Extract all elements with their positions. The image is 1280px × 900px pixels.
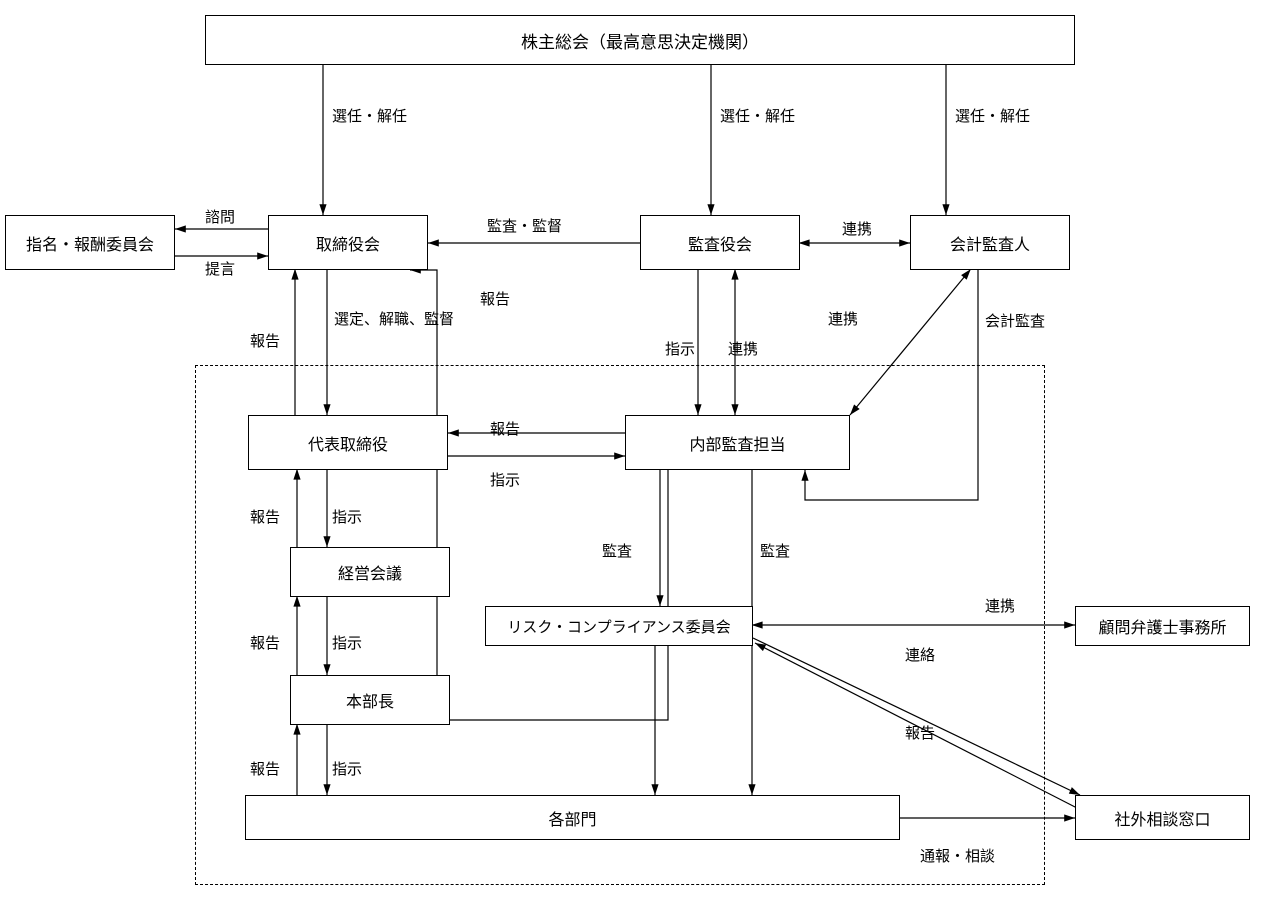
edge-label-e12: 連携	[728, 338, 758, 359]
edge-label-e6: 監査・監督	[487, 215, 562, 236]
edge-label-e20: 監査	[760, 540, 790, 561]
edge-label-e10: 報告	[480, 288, 510, 309]
node-shareholders: 株主総会（最高意思決定機関）	[205, 15, 1075, 65]
edge-label-e14: 会計監査	[985, 310, 1045, 331]
node-audit: 監査役会	[640, 215, 800, 270]
node-internal: 内部監査担当	[625, 415, 850, 470]
node-auditor: 会計監査人	[910, 215, 1070, 270]
edge-label-e15: 報告	[490, 418, 520, 439]
edge-label-e27: 報告	[905, 722, 935, 743]
node-ceo: 代表取締役	[248, 415, 448, 470]
node-nomination: 指名・報酬委員会	[5, 215, 175, 270]
edge-label-e17: 報告	[250, 506, 280, 527]
edge-label-e7: 連携	[842, 218, 872, 239]
edge-label-e16: 指示	[490, 469, 520, 490]
node-lawyer: 顧問弁護士事務所	[1075, 606, 1250, 646]
edge-label-e13: 連携	[828, 308, 858, 329]
edge-label-e18: 指示	[332, 506, 362, 527]
edge-label-e11: 指示	[665, 338, 695, 359]
node-external: 社外相談窓口	[1075, 795, 1250, 840]
edge-label-e25: 連携	[985, 595, 1015, 616]
edge-label-e24: 指示	[332, 758, 362, 779]
edge-label-e4: 諮問	[205, 206, 235, 227]
edge-label-e26: 連絡	[905, 644, 935, 665]
edge-label-e23: 報告	[250, 758, 280, 779]
node-risk: リスク・コンプライアンス委員会	[485, 606, 753, 646]
edge-label-e28: 通報・相談	[920, 845, 995, 866]
node-board: 取締役会	[268, 215, 428, 270]
edge-label-e19: 監査	[602, 540, 632, 561]
node-dept: 各部門	[245, 795, 900, 840]
edge-label-e5: 提言	[205, 258, 235, 279]
edge-label-e8: 報告	[250, 330, 280, 351]
edge-label-e1: 選任・解任	[332, 105, 407, 126]
node-mgmt: 経営会議	[290, 547, 450, 597]
edge-label-e21: 報告	[250, 632, 280, 653]
edge-label-e9: 選定、解職、監督	[334, 308, 454, 329]
edge-label-e2: 選任・解任	[720, 105, 795, 126]
edge-label-e3: 選任・解任	[955, 105, 1030, 126]
node-division: 本部長	[290, 675, 450, 725]
edge-label-e22: 指示	[332, 632, 362, 653]
org-flowchart: 株主総会（最高意思決定機関） 指名・報酬委員会 取締役会 監査役会 会計監査人代表取締役…	[0, 0, 1280, 900]
